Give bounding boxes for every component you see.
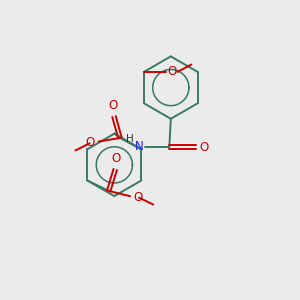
Text: O: O bbox=[108, 99, 117, 112]
Text: O: O bbox=[86, 136, 95, 148]
Text: O: O bbox=[112, 152, 121, 165]
Text: H: H bbox=[126, 134, 134, 144]
Text: O: O bbox=[167, 65, 176, 78]
Text: O: O bbox=[200, 140, 209, 154]
Text: O: O bbox=[134, 191, 143, 204]
Text: N: N bbox=[135, 140, 144, 153]
